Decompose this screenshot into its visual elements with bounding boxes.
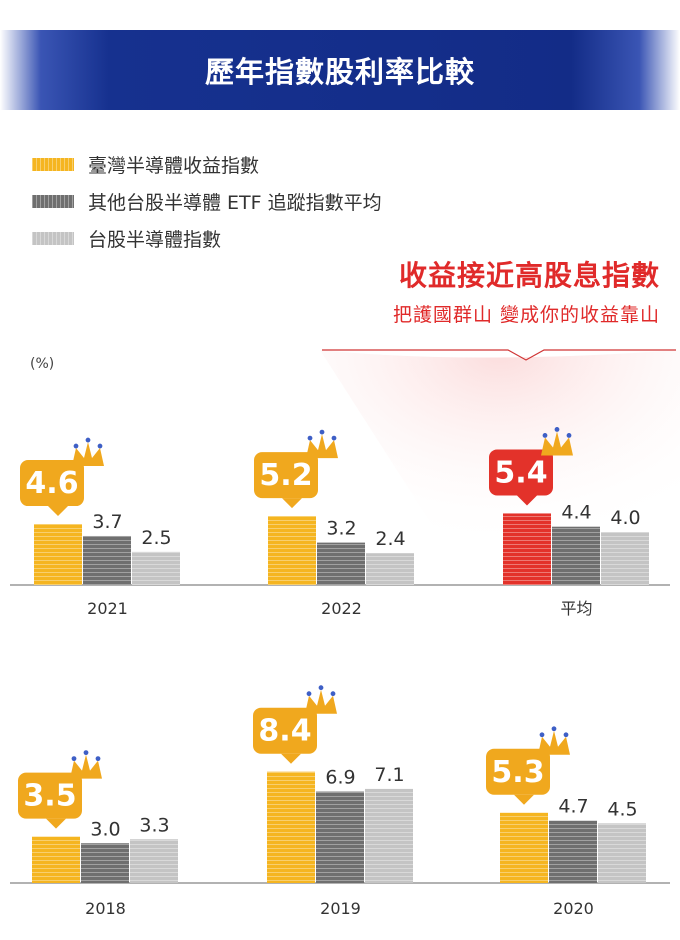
value-label-2021-s2: 3.7: [92, 511, 122, 533]
legend-label-2: 其他台股半導體 ETF 追蹤指數平均: [88, 192, 382, 214]
badge-2022: [254, 452, 318, 499]
callout-title: 收益接近高股息指數: [398, 259, 660, 292]
crown-dot-icon-平均-3: [566, 433, 572, 438]
bar-stripes-2022-s1: [268, 516, 316, 585]
x-tick-label-2020: 2020: [553, 899, 594, 918]
bar-stripes-2019-s1: [267, 771, 315, 883]
legend-swatch-3: [32, 232, 74, 245]
bar-stripes-2021-s1: [34, 524, 82, 585]
value-label-2019-s1: 8.4: [258, 714, 311, 749]
crown-dot-icon-2019-2: [318, 685, 324, 691]
badge-pointer-平均: [517, 495, 537, 506]
crown-dot-icon-2020-2: [551, 726, 557, 732]
value-label-2020-s1: 5.3: [491, 755, 544, 790]
x-tick-label-2018: 2018: [85, 899, 126, 918]
crown-icon-平均: [541, 431, 573, 456]
value-label-平均-s3: 4.0: [610, 507, 640, 529]
legend-item-2: 其他台股半導體 ETF 追蹤指數平均: [32, 183, 382, 220]
crown-dot-icon-平均-2: [554, 427, 560, 432]
bar-stripes-2019-s2: [316, 791, 364, 883]
value-label-2018-s2: 3.0: [90, 818, 120, 840]
x-tick-label-平均: 平均: [560, 599, 592, 618]
badge-pointer-2019: [281, 753, 301, 764]
value-label-2022-s2: 3.2: [326, 518, 356, 540]
legend-label-3: 台股半導體指數: [88, 229, 222, 251]
value-label-2019-s3: 7.1: [374, 764, 404, 786]
bar-stripes-平均-s3: [601, 532, 649, 585]
crown-dot-icon-2019-3: [330, 691, 336, 697]
badge-2021: [20, 460, 84, 507]
crown-dot-icon-2018-1: [71, 756, 77, 762]
crown-icon-2018: [70, 754, 102, 779]
crown-dot-icon-2021-3: [97, 443, 103, 449]
badge-pointer-2022: [282, 498, 302, 509]
bar-stripes-2021-s3: [132, 551, 180, 585]
value-label-2018-s3: 3.3: [139, 814, 169, 836]
crown-dot-icon-2021-2: [85, 437, 91, 443]
value-label-2021-s3: 2.5: [141, 527, 171, 549]
bar-stripes-平均-s1: [503, 513, 551, 585]
crown-dot-icon-2018-3: [95, 756, 101, 762]
x-tick-label-2022: 2022: [321, 599, 362, 618]
crown-icon-2021: [72, 442, 104, 467]
crown-icon-2022: [306, 434, 338, 459]
legend-item-3: 台股半導體指數: [32, 220, 382, 257]
badge-平均: [489, 449, 553, 496]
bar-stripes-2018-s2: [81, 843, 129, 883]
legend-swatch-1: [32, 158, 74, 171]
legend-item-1: 臺灣半導體收益指數: [32, 146, 382, 183]
callout-pointer: [322, 349, 676, 361]
value-label-平均-s2: 4.4: [561, 502, 591, 524]
chart-title: 歷年指數股利率比較: [204, 55, 475, 89]
crown-icon-2019: [305, 689, 337, 714]
bar-stripes-2019-s3: [365, 788, 413, 883]
value-label-2022-s1: 5.2: [259, 458, 312, 493]
legend-label-1: 臺灣半導體收益指數: [88, 155, 260, 177]
bar-stripes-平均-s2: [552, 526, 600, 585]
unit-label: (%): [30, 356, 55, 372]
badge-pointer-2021: [48, 506, 68, 517]
crown-dot-icon-2020-3: [563, 732, 569, 738]
badge-pointer-2020: [514, 794, 534, 805]
bar-stripes-2018-s3: [130, 839, 178, 883]
legend: 臺灣半導體收益指數 其他台股半導體 ETF 追蹤指數平均 台股半導體指數: [32, 146, 382, 257]
bar-stripes-2020-s2: [549, 820, 597, 883]
bar-stripes-2020-s1: [500, 812, 548, 883]
value-label-2019-s2: 6.9: [325, 767, 355, 789]
x-tick-label-2021: 2021: [87, 599, 128, 618]
crown-dot-icon-2022-1: [307, 435, 313, 441]
x-tick-label-2019: 2019: [320, 899, 361, 918]
bar-stripes-2022-s3: [366, 553, 414, 585]
value-label-2022-s3: 2.4: [375, 528, 405, 550]
legend-swatch-2: [32, 195, 74, 208]
badge-2020: [486, 748, 550, 795]
crown-icon-2020: [538, 730, 570, 755]
bar-stripes-2022-s2: [317, 542, 365, 585]
value-label-2021-s1: 4.6: [25, 466, 78, 501]
callout-subtitle: 把護國群山 變成你的收益靠山: [392, 304, 660, 326]
crown-dot-icon-2018-2: [83, 750, 89, 756]
value-label-2020-s2: 4.7: [558, 796, 588, 818]
value-label-2020-s3: 4.5: [607, 798, 637, 820]
badge-pointer-2018: [46, 818, 66, 829]
crown-dot-icon-2022-2: [319, 429, 325, 435]
bar-stripes-2018-s1: [32, 836, 80, 883]
bar-stripes-2020-s3: [598, 823, 646, 883]
badge-2018: [18, 772, 82, 819]
bar-stripes-2021-s2: [83, 535, 131, 585]
crown-dot-icon-2022-3: [331, 435, 337, 441]
value-label-2018-s1: 3.5: [23, 779, 76, 814]
badge-2019: [253, 707, 317, 754]
value-label-平均-s1: 5.4: [494, 455, 547, 490]
crown-dot-icon-2019-1: [306, 691, 312, 697]
crown-dot-icon-2020-1: [539, 732, 545, 738]
crown-dot-icon-平均-1: [542, 433, 548, 438]
crown-dot-icon-2021-1: [73, 443, 79, 449]
title-banner: 歷年指數股利率比較: [0, 30, 680, 110]
